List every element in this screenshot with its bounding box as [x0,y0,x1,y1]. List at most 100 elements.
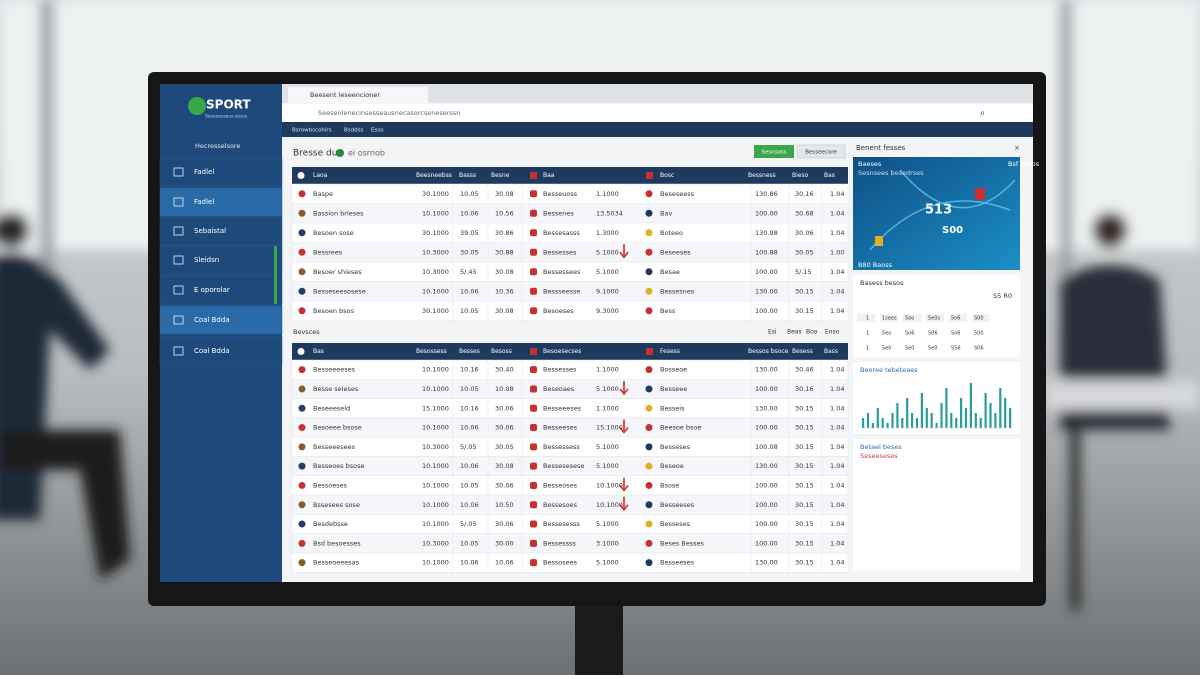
menu-item[interactable] [159,305,283,335]
cell: 1.00 [830,248,844,256]
table-row[interactable] [291,300,849,321]
cell: 100.00 [755,481,778,489]
menu-item[interactable] [159,245,283,275]
team-icon [530,385,537,393]
cell: 1.04 [830,229,844,237]
breadcrumb[interactable]: Bsrowbscohirs [292,128,332,134]
cell: Besoer shieses [313,268,362,276]
button-primary[interactable] [754,145,794,158]
button-primary-label: Sesnsoss [761,150,786,156]
cell: 10.08 [495,385,514,393]
section-link[interactable]: Eoso [825,329,840,336]
logo: SPORT [206,98,251,112]
team-icon [530,481,537,489]
team-badge [875,236,883,246]
cell: 10.50 [495,501,514,509]
cell: 5.1000 [596,520,619,528]
menu-icon [173,255,184,265]
team-icon [530,229,537,237]
team-icon [645,462,653,470]
cell: 30.05 [495,443,514,451]
team-icon [530,268,537,276]
down-arrow [619,496,629,511]
breadcrumb[interactable]: Bsddss [344,128,363,134]
cell: 5.1000 [596,385,619,393]
cell: 130.86 [755,190,778,198]
menu-item[interactable] [159,187,283,217]
header-icon [646,172,653,179]
cell: 10.1000 [422,462,449,470]
search-icon[interactable]: ⌕ [980,109,985,119]
column-header: Bas [824,172,835,179]
cell: 30.05 [460,248,479,256]
cell: Besseeeses [543,404,582,412]
team-icon [298,385,306,393]
header-icon [530,172,537,179]
cell: 10.05 [460,190,479,198]
menu-icon [173,167,184,177]
team-icon [645,209,653,217]
cell: Besseeesees [313,443,356,451]
button-secondary[interactable] [796,144,846,159]
cell: 30.86 [495,229,514,237]
breadcrumb[interactable]: Esso [371,128,384,134]
cell: 1.04 [830,559,844,567]
cell: Beesoe bsoe [660,424,701,432]
cell: 30.05 [795,248,814,256]
team-badge [975,188,985,200]
team-icon [530,501,537,509]
team-icon [645,424,653,432]
section-link[interactable]: Beas [787,329,802,336]
cell: 10.06 [460,424,479,432]
team-icon [530,307,537,315]
cell: 100.00 [755,501,778,509]
close-icon[interactable]: × [1014,144,1020,152]
menu-label: Fadlel [194,198,214,206]
activity-bar [1009,408,1012,428]
activity-bar [901,418,904,428]
section-link[interactable]: Boo [806,329,818,336]
team-icon [530,248,537,256]
cell: 5/.05 [460,520,477,528]
cell: 10.05 [460,481,479,489]
address-text: Seesenlenecinsesseausnecasorcseneserssn [318,109,460,117]
menu-item[interactable] [159,336,283,366]
team-icon [298,520,306,528]
right-panel-title: Benent fesses [856,144,906,152]
team-icon [298,559,306,567]
table-row[interactable] [291,552,849,573]
team-icon [298,481,306,489]
mini-cell-text: S00 [974,316,984,322]
cell: 10.05 [460,539,479,547]
cell: Bessseesse [543,287,580,295]
menu-item[interactable] [159,216,283,246]
cell: Besoen sose [313,229,354,237]
cell: 10.56 [495,209,514,217]
cell: 5/.05 [460,443,477,451]
cell: 39.05 [460,229,479,237]
cell: 10.3000 [422,268,449,276]
column-header: Besossess [416,348,447,355]
team-icon [298,539,306,547]
section-link[interactable]: Esi [768,329,777,336]
tab[interactable] [288,87,428,103]
activity-bar [862,418,865,428]
down-arrow [619,477,629,492]
team-icon [530,443,537,451]
cell: 130.00 [755,462,778,470]
cell: 10.36 [495,287,514,295]
activity-bar [950,413,953,428]
activity-bar [911,413,914,428]
mini-cell-text: S56 [951,346,961,352]
cell: Bessessees [543,268,581,276]
mini-cell-text: 500 [974,331,984,337]
activity-bar [920,393,923,428]
menu-item[interactable] [159,157,283,187]
promo-card[interactable] [853,157,1020,270]
address-bar[interactable] [282,104,1033,122]
mini-cell-text: 1 [866,316,869,322]
cell: 1.04 [830,385,844,393]
menu-label: Sleidsn [194,256,219,264]
menu-item[interactable] [159,275,283,305]
cell: 1.04 [830,287,844,295]
